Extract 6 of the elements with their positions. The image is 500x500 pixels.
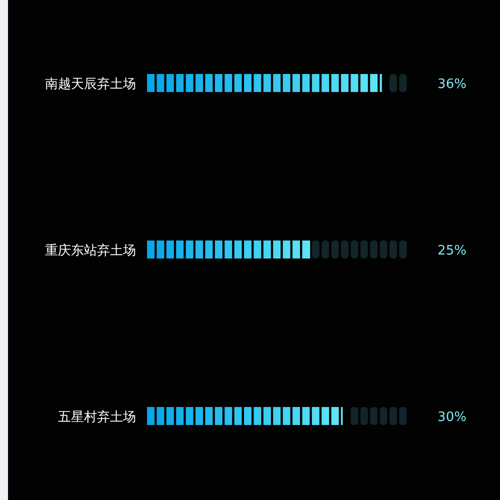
y-tick-label: 重庆东站弃土场 (45, 242, 136, 258)
data-label: 30% (438, 410, 466, 425)
y-tick-label: 五星村弃土场 (58, 409, 136, 425)
y-tick-label: 南越天辰弃土场 (45, 76, 136, 92)
data-label: 25% (438, 244, 466, 258)
data-label: 36% (438, 77, 466, 92)
